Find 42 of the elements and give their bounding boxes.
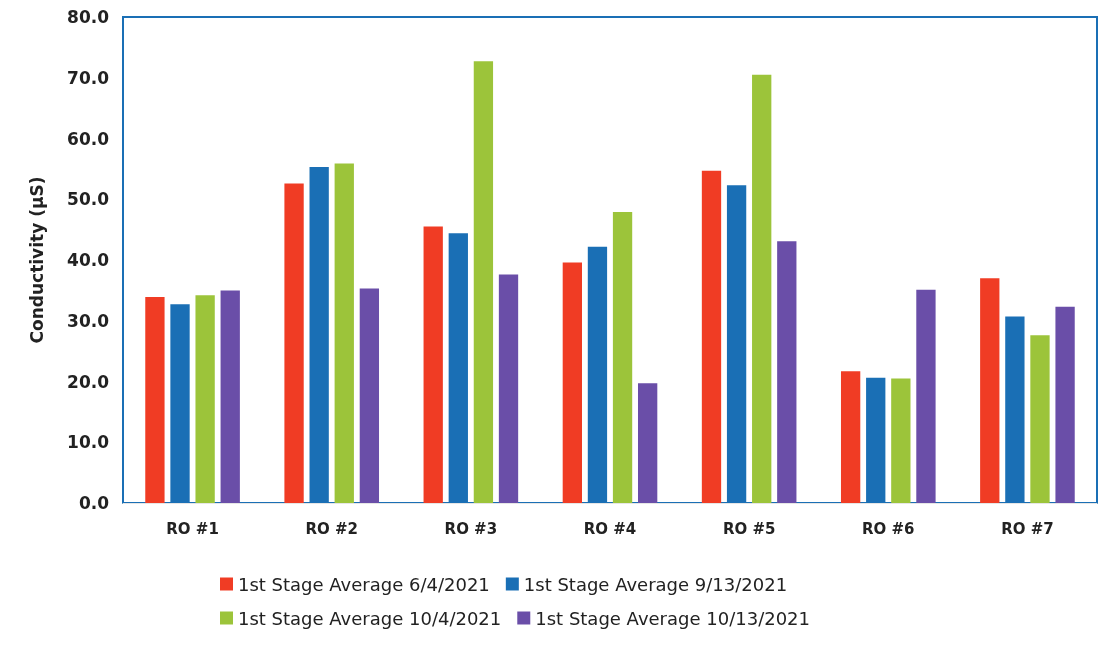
legend-label: 1st Stage Average 9/13/2021 <box>523 573 788 595</box>
x-tick-label: RO #5 <box>722 519 776 538</box>
bar <box>1030 335 1050 503</box>
y-tick-label: 60.0 <box>67 128 110 149</box>
bar <box>334 163 354 503</box>
bar <box>359 288 380 503</box>
bar <box>195 295 215 503</box>
legend-label: 1st Stage Average 10/4/2021 <box>238 607 502 629</box>
bar <box>638 383 658 503</box>
bar <box>916 289 936 503</box>
y-tick-label: 30.0 <box>67 310 110 331</box>
bar <box>562 262 582 503</box>
y-tick-label: 40.0 <box>67 250 110 270</box>
bar <box>777 241 797 503</box>
x-tick-label: RO #3 <box>444 519 498 538</box>
bar <box>840 371 861 503</box>
x-tick-label: RO #1 <box>166 519 219 538</box>
bar <box>284 183 304 503</box>
bar <box>498 274 519 503</box>
y-tick-label: 50.0 <box>67 189 110 210</box>
bar <box>891 378 911 503</box>
bar <box>145 297 165 503</box>
legend-label: 1st Stage Average 10/13/2021 <box>535 607 811 629</box>
legend-label: 1st Stage Average 6/4/2021 <box>238 573 490 595</box>
y-tick-label: 70.0 <box>67 67 110 88</box>
y-tick-label: 0.0 <box>78 493 110 513</box>
y-axis-title: Conductivity (µS) <box>26 176 47 344</box>
y-tick-label: 80.0 <box>67 7 110 27</box>
bar <box>473 61 494 503</box>
y-tick-label: 10.0 <box>67 432 110 453</box>
bar <box>220 290 240 503</box>
bar <box>423 226 443 503</box>
bar <box>1055 306 1075 503</box>
x-tick-label: RO #6 <box>862 519 915 538</box>
bar <box>980 278 1000 503</box>
x-tick-label: RO #7 <box>1001 519 1054 538</box>
bar <box>701 170 722 503</box>
x-tick-label: RO #4 <box>583 519 637 538</box>
y-tick-label: 20.0 <box>67 371 110 392</box>
bar <box>752 74 772 503</box>
x-tick-label: RO #2 <box>305 519 358 538</box>
bar <box>612 212 633 503</box>
